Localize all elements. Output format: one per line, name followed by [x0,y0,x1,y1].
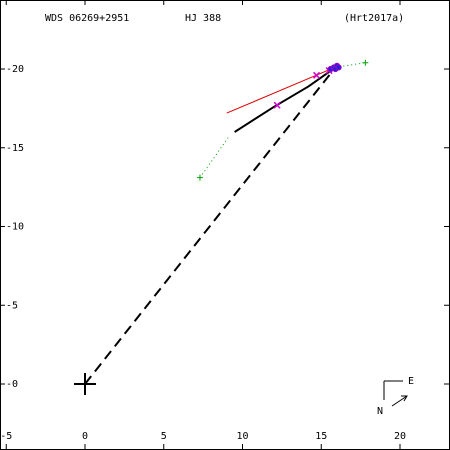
compass: E N [377,376,414,417]
x-tick-label: 20 [394,431,406,442]
red-fit-line [226,65,339,114]
magenta-x-point [273,101,281,109]
compass-motion-arrow [391,395,408,407]
y-tick-label: -15 [6,143,24,154]
y-tick-label: -5 [6,300,18,311]
x-tick-label: -5 [0,431,12,442]
compass-east-label: E [408,376,414,387]
orbit-arc [234,66,337,133]
x-tick-label: 10 [236,431,248,442]
compass-arrow-head [401,395,408,402]
green-plus-point [362,59,369,66]
reference-label: (Hrt2017a) [344,13,404,24]
compass-north-label: N [377,406,383,417]
green-plus-point [196,174,203,181]
x-tick-label: 15 [315,431,327,442]
magenta-x-point [312,71,321,79]
y-tick-label: -10 [6,222,24,233]
discoverer-label: HJ 388 [185,13,221,24]
y-tick-label: -20 [6,64,24,75]
data-marks [74,59,369,395]
y-tick-label: -0 [6,379,18,390]
primary-to-companion-dashed-line [84,66,337,385]
system-id-label: WDS 06269+2951 [45,13,129,24]
x-tick-label: 5 [161,431,167,442]
x-tick-label: 0 [82,431,88,442]
blue-measurement-point [335,64,342,71]
green-dotted-path [199,134,231,178]
